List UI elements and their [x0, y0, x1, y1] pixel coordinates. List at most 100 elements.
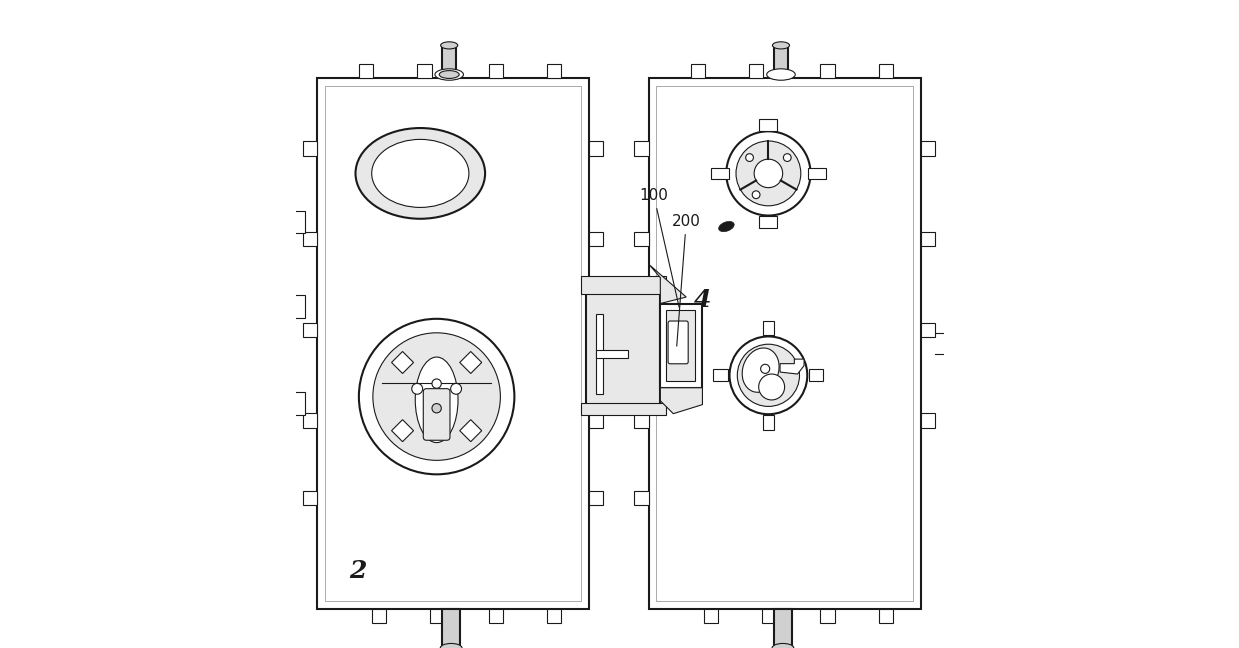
- Bar: [589, 141, 603, 156]
- Ellipse shape: [742, 348, 779, 392]
- Bar: [878, 609, 893, 623]
- Bar: [634, 413, 649, 428]
- Bar: [596, 314, 603, 394]
- Bar: [634, 491, 649, 505]
- Bar: [302, 141, 317, 156]
- Bar: [302, 413, 317, 428]
- Circle shape: [451, 384, 461, 394]
- Bar: [325, 86, 581, 601]
- Bar: [302, 232, 317, 246]
- Bar: [302, 491, 317, 505]
- Circle shape: [737, 344, 799, 406]
- Bar: [442, 609, 460, 648]
- Bar: [704, 609, 717, 623]
- Ellipse shape: [440, 643, 462, 648]
- Bar: [372, 609, 387, 623]
- Bar: [691, 64, 705, 78]
- Bar: [589, 232, 603, 246]
- Bar: [287, 392, 305, 415]
- Ellipse shape: [372, 139, 468, 207]
- Bar: [546, 64, 561, 78]
- Bar: [460, 420, 482, 442]
- Bar: [714, 369, 727, 381]
- Bar: [921, 413, 935, 428]
- Bar: [589, 323, 603, 337]
- Circle shape: [755, 159, 783, 188]
- Bar: [774, 45, 788, 78]
- Bar: [660, 303, 703, 388]
- Circle shape: [752, 191, 760, 199]
- Ellipse shape: [435, 69, 463, 80]
- Text: 100: 100: [639, 188, 679, 307]
- Circle shape: [736, 141, 800, 206]
- Circle shape: [761, 364, 769, 373]
- Circle shape: [730, 336, 808, 414]
- Bar: [878, 64, 893, 78]
- Polygon shape: [660, 388, 703, 413]
- Bar: [586, 277, 660, 407]
- Ellipse shape: [767, 69, 795, 80]
- Ellipse shape: [356, 128, 486, 219]
- Bar: [711, 168, 729, 179]
- Bar: [317, 78, 589, 609]
- Bar: [596, 350, 628, 358]
- Bar: [287, 295, 305, 318]
- Bar: [762, 321, 774, 335]
- FancyBboxPatch shape: [424, 389, 450, 440]
- Bar: [750, 64, 763, 78]
- Bar: [760, 119, 778, 131]
- Bar: [287, 211, 305, 233]
- Ellipse shape: [772, 643, 794, 648]
- Circle shape: [432, 379, 441, 388]
- Bar: [762, 415, 774, 430]
- Bar: [820, 64, 835, 78]
- Bar: [820, 609, 835, 623]
- Text: 4: 4: [694, 288, 711, 312]
- Circle shape: [783, 154, 792, 161]
- Ellipse shape: [441, 42, 457, 49]
- Bar: [488, 64, 503, 78]
- Bar: [774, 609, 792, 648]
- Text: 200: 200: [672, 214, 701, 346]
- Circle shape: [726, 132, 810, 216]
- Bar: [442, 45, 456, 78]
- Bar: [418, 64, 431, 78]
- Ellipse shape: [415, 357, 458, 443]
- Bar: [808, 168, 826, 179]
- Ellipse shape: [772, 42, 789, 49]
- Bar: [634, 323, 649, 337]
- Bar: [634, 232, 649, 246]
- Bar: [762, 609, 777, 623]
- Bar: [921, 232, 935, 246]
- Circle shape: [411, 384, 422, 394]
- Circle shape: [758, 374, 784, 400]
- Bar: [634, 141, 649, 156]
- Bar: [760, 216, 778, 228]
- Bar: [460, 351, 482, 373]
- Polygon shape: [781, 359, 804, 374]
- Bar: [921, 141, 935, 156]
- FancyBboxPatch shape: [668, 321, 688, 364]
- Bar: [809, 369, 823, 381]
- Bar: [921, 323, 935, 337]
- Bar: [488, 609, 503, 623]
- Bar: [581, 275, 665, 294]
- Circle shape: [432, 404, 441, 413]
- Bar: [359, 64, 373, 78]
- Bar: [657, 86, 913, 601]
- Bar: [589, 491, 603, 505]
- Bar: [581, 403, 665, 415]
- Ellipse shape: [440, 71, 460, 78]
- Circle shape: [359, 319, 514, 474]
- Bar: [649, 78, 921, 609]
- Bar: [392, 351, 414, 373]
- Bar: [665, 310, 695, 381]
- Bar: [546, 609, 561, 623]
- Text: 2: 2: [349, 559, 367, 583]
- Bar: [392, 420, 414, 442]
- Circle shape: [746, 154, 753, 161]
- Circle shape: [373, 333, 501, 460]
- Polygon shape: [649, 264, 686, 303]
- Ellipse shape: [719, 222, 735, 231]
- Bar: [430, 609, 445, 623]
